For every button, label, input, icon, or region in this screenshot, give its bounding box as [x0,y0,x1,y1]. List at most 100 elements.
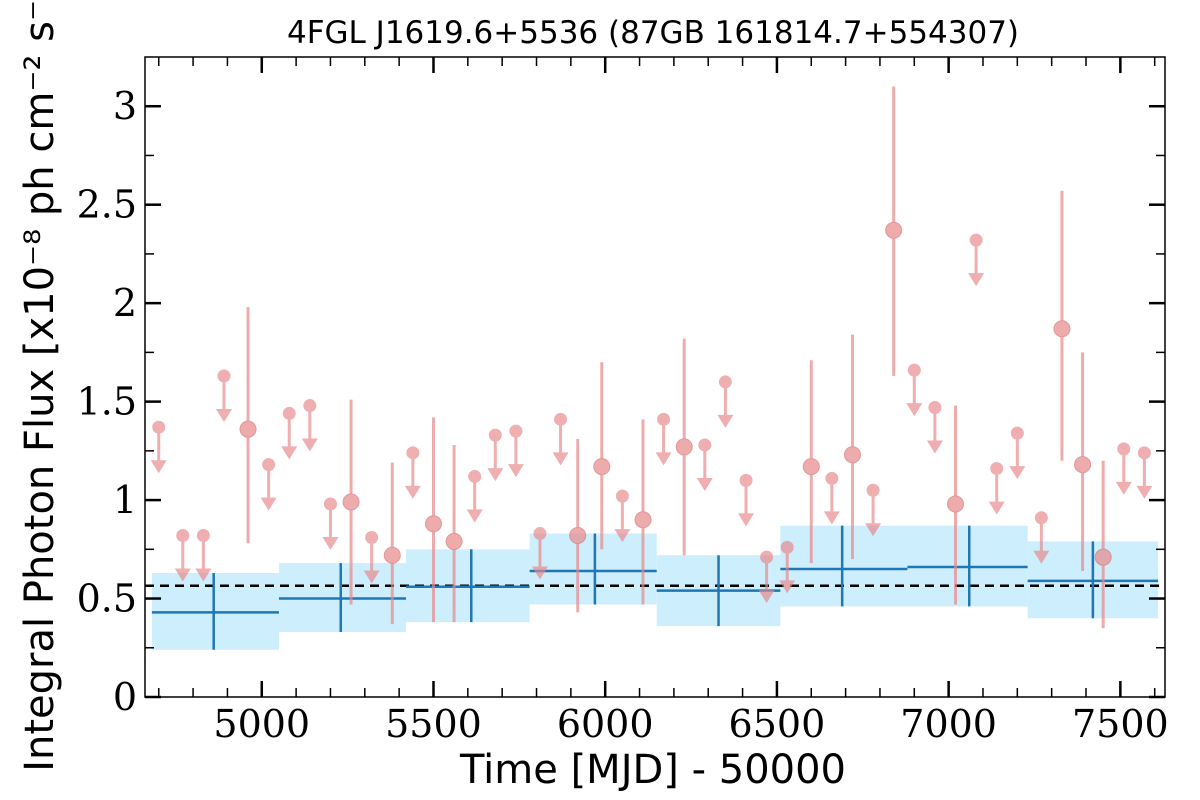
detection-marker [342,493,360,511]
upper-limit-arrow [988,501,1005,515]
y-tick-label: 2 [113,281,137,325]
upper-limit-marker [1137,446,1151,460]
y-tick-label: 3 [113,84,137,128]
detection-point [634,419,652,605]
upper-limit-point [260,458,277,511]
upper-limit-marker [760,550,774,564]
upper-limit-marker [533,527,547,541]
upper-limit-point [1136,446,1153,499]
upper-limit-arrow [301,438,318,452]
upper-limit-marker [303,399,317,413]
upper-limit-point [823,471,840,525]
upper-limit-marker [657,412,671,426]
upper-limit-point [507,424,524,478]
detection-marker [424,515,442,533]
upper-limit-point [1033,511,1050,564]
x-tick-label: 7500 [1072,702,1169,746]
x-tick-label: 7000 [900,702,997,746]
upper-limit-arrow [779,580,796,594]
detection-marker [843,446,861,464]
long-bin-band [529,533,657,605]
y-tick-label: 2.5 [77,183,137,227]
detection-point [239,307,257,544]
upper-limit-arrow [507,464,524,478]
x-tick-label: 5000 [213,702,310,746]
upper-limit-marker [780,540,794,554]
upper-limit-marker [282,406,296,420]
detection-marker [1094,548,1112,566]
detection-point [445,444,463,623]
upper-limit-arrow [174,568,191,582]
detection-point [802,360,820,564]
upper-limit-point [614,489,631,543]
detection-marker [383,546,401,564]
upper-limit-marker [1010,426,1024,440]
detection-point [383,462,401,625]
detection-point [342,399,360,605]
upper-limit-arrow [758,590,775,604]
upper-limit-point [988,462,1005,515]
upper-limit-point [865,483,882,537]
detection-marker [802,458,820,476]
upper-limit-marker [196,529,210,543]
upper-limit-point [531,527,548,580]
upper-limit-point [215,369,232,423]
y-tick-label: 0.5 [77,577,137,621]
detection-marker [885,221,903,239]
plot-frame [144,56,1166,698]
upper-limit-marker [468,469,482,483]
upper-limit-point [404,446,421,499]
detection-marker [634,511,652,529]
upper-limit-arrow [1136,485,1153,499]
upper-limit-point [717,375,734,428]
upper-limit-arrow [717,414,734,428]
detection-marker [569,527,587,545]
upper-limit-marker [739,473,753,487]
upper-limit-point [655,412,672,466]
y-axis-label: Integral Photon Flux [x10⁻⁸ ph cm⁻² s⁻¹] [17,0,63,772]
upper-limit-arrow [404,485,421,499]
y-tick-labels: 0 0.5 1 1.5 2 2.5 3 [77,84,137,719]
detection-marker [593,458,611,476]
upper-limit-point [926,401,943,454]
detection-point [843,334,861,560]
upper-limit-marker [907,363,921,377]
upper-limit-arrow [281,446,298,460]
detection-marker [947,495,965,513]
upper-limit-arrow [968,273,985,287]
upper-limit-point [174,529,191,582]
upper-limit-arrow [363,570,380,584]
upper-limit-arrow [195,568,212,582]
chart-title: 4FGL J1619.6+5536 (87GB 161814.7+554307) [287,15,1019,51]
upper-limit-marker [262,458,276,472]
detection-point [593,362,611,550]
upper-limit-arrow [150,460,167,474]
x-tick-label: 5500 [385,702,482,746]
upper-limit-arrow [906,403,923,417]
upper-limit-marker [176,529,190,543]
x-axis-label: Time [MJD] - 50000 [459,747,846,793]
upper-limit-marker [969,233,983,247]
upper-limit-arrow [655,452,672,466]
upper-limit-point [301,399,318,452]
upper-limit-marker [1034,511,1048,525]
detection-point [424,417,442,623]
detection-marker [1053,320,1071,338]
upper-limit-marker [365,530,379,544]
upper-limit-point [552,412,569,466]
y-tick-label: 1.5 [77,380,137,424]
detection-marker [445,532,463,550]
upper-limit-point [195,529,212,582]
x-tick-labels: 5000 5500 6000 6500 7000 7500 [213,702,1168,746]
upper-limit-point [968,233,985,287]
upper-limit-marker [554,412,568,426]
upper-limit-marker [615,489,629,503]
upper-limit-marker [990,462,1004,476]
upper-limit-arrow [1115,481,1132,495]
upper-limit-point [150,420,167,474]
upper-limit-arrow [696,477,713,491]
upper-limit-marker [488,428,502,442]
upper-limit-marker [928,401,942,415]
detection-marker [675,438,693,456]
upper-limit-arrow [926,440,943,454]
